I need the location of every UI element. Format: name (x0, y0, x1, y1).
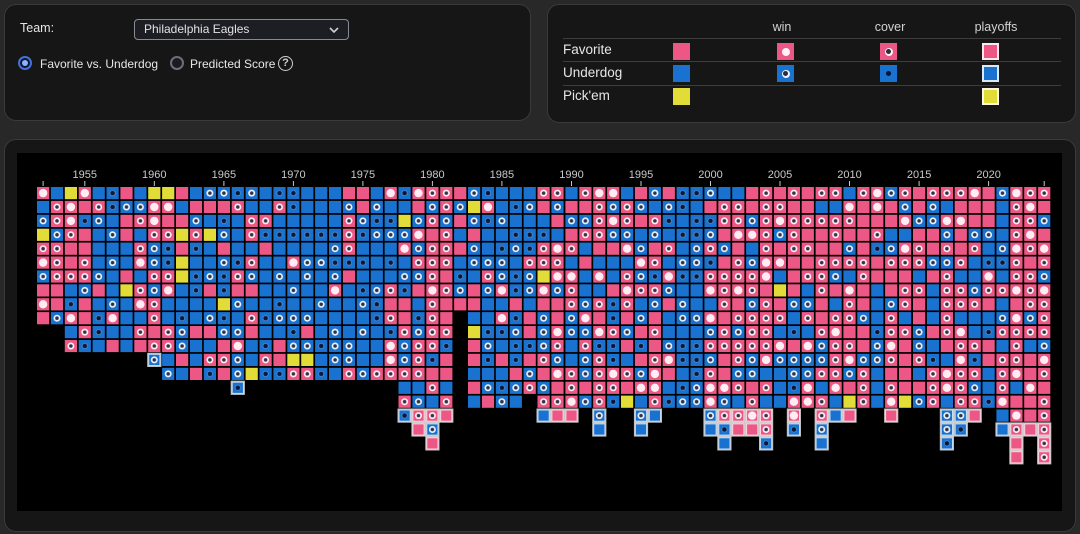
svg-text:1995: 1995 (629, 169, 653, 181)
svg-text:1970: 1970 (281, 169, 305, 181)
svg-text:1955: 1955 (73, 169, 97, 181)
svg-text:2010: 2010 (837, 169, 861, 181)
svg-text:1965: 1965 (212, 169, 236, 181)
svg-text:1960: 1960 (142, 169, 166, 181)
svg-text:2005: 2005 (768, 169, 792, 181)
svg-text:1975: 1975 (351, 169, 375, 181)
svg-text:1990: 1990 (559, 169, 583, 181)
svg-text:2020: 2020 (976, 169, 1000, 181)
svg-text:1980: 1980 (420, 169, 444, 181)
svg-text:1985: 1985 (490, 169, 514, 181)
svg-text:2000: 2000 (698, 169, 722, 181)
svg-text:2015: 2015 (907, 169, 931, 181)
